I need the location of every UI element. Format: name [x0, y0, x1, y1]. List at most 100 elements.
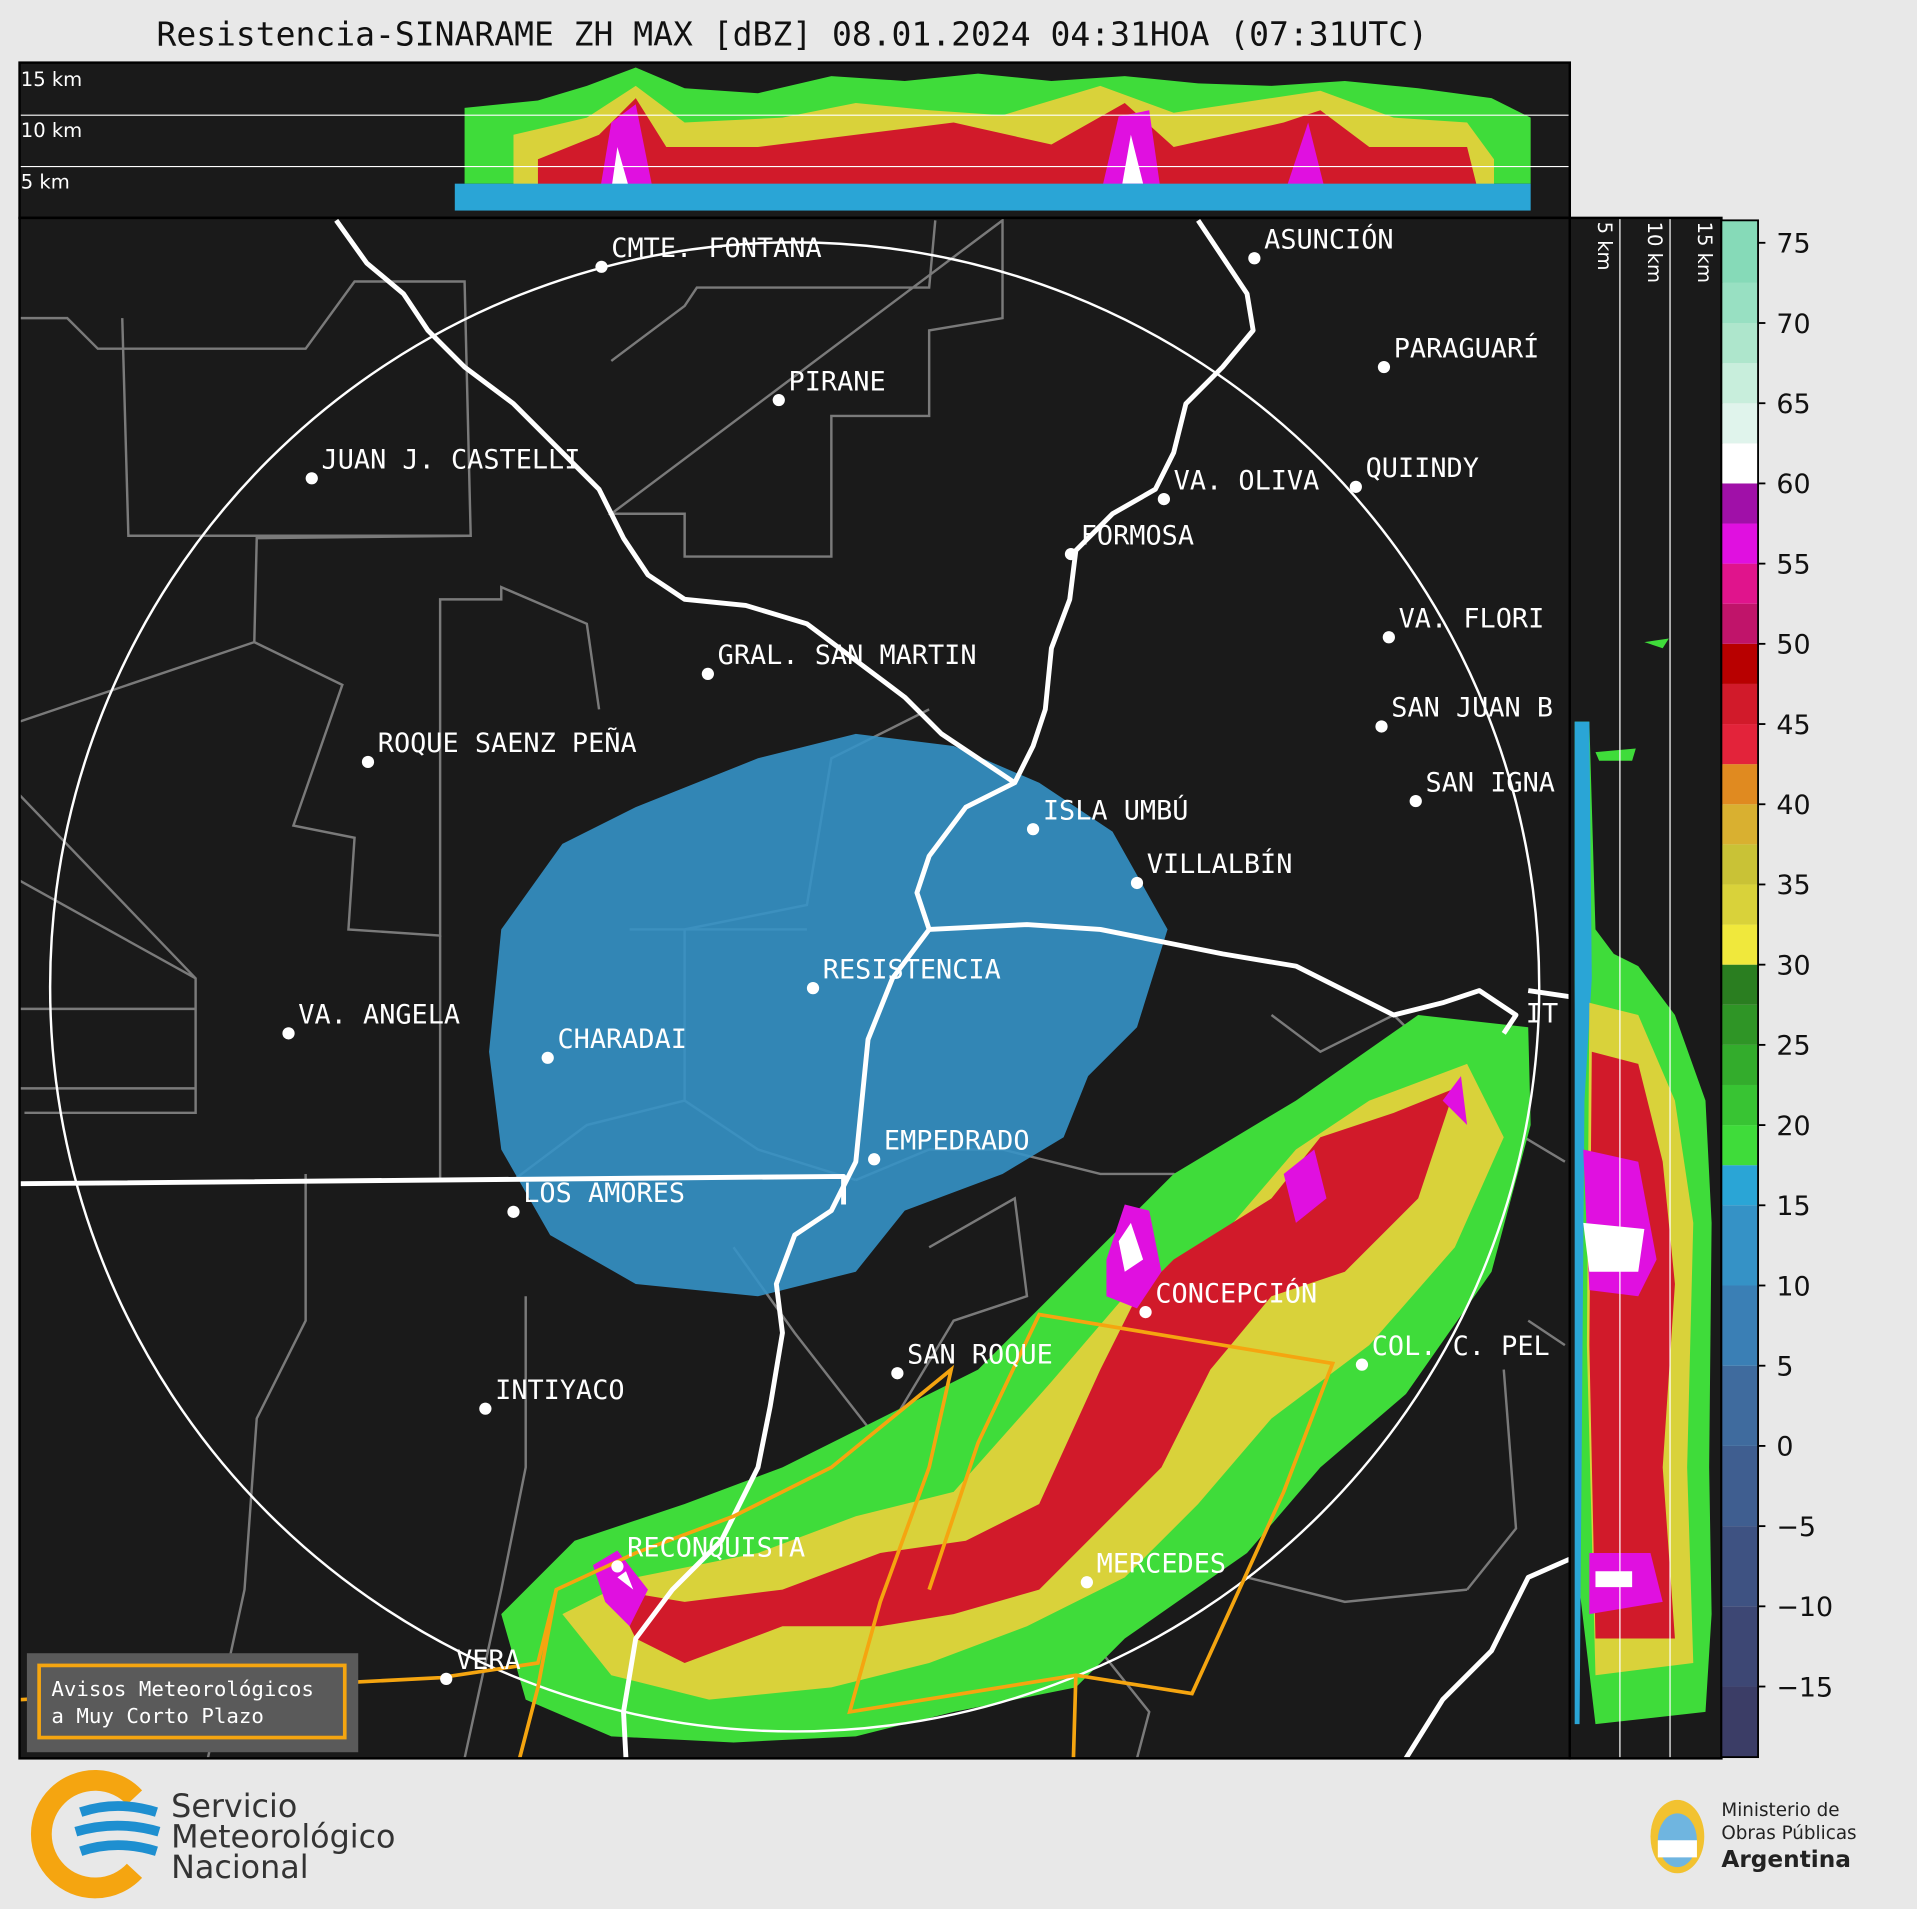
height-label: 5 km: [21, 171, 70, 194]
colorbar-band: [1721, 523, 1759, 564]
colorbar-tick-label: −5: [1776, 1512, 1816, 1543]
place-label: VERA: [456, 1645, 521, 1676]
place-label: VILLALBÍN: [1147, 848, 1293, 880]
place-dot: [361, 755, 375, 769]
colorbar-band: [1721, 403, 1759, 444]
places: CMTE. FONTANA PIRANE JUAN J. CASTELLI ASUNC…: [282, 223, 1558, 1685]
place-dot: [305, 472, 318, 485]
place-label: CMTE. FONTANA: [611, 233, 821, 264]
place-label: CONCEPCIÓN: [1155, 1277, 1317, 1309]
place-dot: [1377, 360, 1391, 374]
colorbar-tick-label: 15: [1776, 1191, 1810, 1222]
colorbar-band: [1721, 683, 1759, 725]
colorbar-band: [1721, 220, 1759, 283]
height-label: 5 km: [1593, 222, 1616, 271]
colorbar-band: [1721, 1445, 1759, 1527]
legend-swatch: [37, 1663, 347, 1740]
warning-legend: Avisos Meteorológicos a Muy Corto Plazo: [26, 1653, 359, 1753]
place-dot: [1248, 252, 1261, 265]
place-dot: [1409, 794, 1422, 808]
colorbar-tick-label: 65: [1776, 389, 1810, 420]
place-label: JUAN J. CASTELLI: [322, 445, 581, 476]
place-dot: [1375, 720, 1388, 733]
smn-text: Nacional: [171, 1850, 308, 1886]
colorbar-band: [1721, 804, 1759, 845]
colorbar-tick-label: 35: [1776, 870, 1810, 901]
legend-text: Avisos Meteorológicos: [51, 1677, 314, 1701]
colorbar-tick-label: 0: [1776, 1432, 1793, 1463]
colorbar-band: [1721, 1686, 1759, 1758]
colorbar-band: [1721, 282, 1759, 324]
side-profile: 5 km 10 km 15 km: [1569, 217, 1722, 1759]
colorbar-band: [1721, 924, 1759, 965]
height-label: 10 km: [1643, 222, 1666, 283]
echo: [454, 183, 1531, 211]
place-label: IT: [1526, 998, 1558, 1029]
colorbar-tick-label: 70: [1776, 309, 1810, 340]
place-dot: [479, 1402, 492, 1415]
place-dot: [1139, 1305, 1152, 1319]
colorbar-band: [1721, 764, 1759, 805]
ministry-text: Ministerio de: [1721, 1800, 1839, 1821]
place-label: MERCEDES: [1097, 1549, 1226, 1580]
place-label: SAN ROQUE: [907, 1339, 1053, 1370]
crest: [1657, 1813, 1697, 1868]
colorbar-band: [1721, 483, 1759, 524]
colorbar-tick-label: 40: [1776, 790, 1810, 821]
place-label: ASUNCIÓN: [1264, 223, 1393, 255]
place-dot: [1026, 823, 1040, 836]
colorbar-tick-label: 45: [1776, 710, 1810, 741]
colorbar-band: [1721, 643, 1759, 684]
colorbar-tick-label: 10: [1776, 1271, 1810, 1302]
place-label: RECONQUISTA: [627, 1533, 805, 1564]
place-label: EMPEDRADO: [884, 1126, 1030, 1157]
place-label: GRAL. SAN MARTIN: [718, 640, 977, 671]
colorbar-band: [1721, 1365, 1759, 1446]
colorbar-band: [1721, 724, 1759, 765]
place-dot: [507, 1205, 520, 1218]
echo: [599, 104, 1327, 196]
place-dot: [541, 1051, 554, 1064]
place-label: CHARADAI: [557, 1024, 686, 1055]
place-dot: [1349, 480, 1362, 493]
title: Resistencia-SINARAME ZH MAX [dBZ] 08.01.…: [156, 15, 1428, 54]
colorbar-band: [1721, 884, 1759, 925]
place-label: INTIYACO: [495, 1375, 624, 1406]
colorbar-tick-label: −10: [1776, 1592, 1833, 1623]
colorbar-band: [1721, 443, 1759, 484]
place-label: ROQUE SAENZ PEÑA: [378, 727, 637, 759]
map: CMTE. FONTANA PIRANE JUAN J. CASTELLI ASUNC…: [19, 217, 1570, 1759]
place-label: RESISTENCIA: [823, 954, 1001, 985]
colorbar-band: [1721, 1165, 1759, 1206]
colorbar-band: [1721, 1125, 1759, 1166]
place-dot: [595, 260, 608, 273]
place-dot: [772, 393, 785, 407]
colorbar-tick-label: 75: [1776, 229, 1810, 260]
colorbar-band: [1721, 844, 1759, 885]
colorbar-band: [1721, 1084, 1759, 1126]
colorbar-tick-label: 50: [1776, 630, 1810, 661]
place-dot: [440, 1672, 453, 1685]
warning-areas: [19, 1312, 1336, 1759]
smn-text: Meteorológico: [171, 1820, 395, 1856]
colorbar-tick-label: 20: [1776, 1111, 1810, 1142]
place-label: ISLA UMBÚ: [1043, 794, 1189, 826]
colorbar-band: [1721, 363, 1759, 404]
colorbar-tick-label: 30: [1776, 950, 1810, 981]
colorbar-tick-label: 55: [1776, 549, 1810, 580]
place-label: LOS AMORES: [523, 1178, 685, 1209]
place-dot: [806, 982, 820, 995]
place-dot: [611, 1560, 624, 1573]
place-dot: [1130, 876, 1144, 890]
colorbar-tick-label: 5: [1776, 1351, 1793, 1382]
place-label: VA. OLIVA: [1174, 465, 1320, 496]
crest: [1657, 1840, 1697, 1858]
height-label: 10 km: [21, 119, 82, 142]
place-label: PIRANE: [789, 366, 886, 397]
smn-logo: Servicio Meteorológico Nacional: [31, 1770, 396, 1899]
place-label: QUIINDY: [1366, 453, 1479, 484]
ministry-text: Obras Públicas: [1721, 1823, 1856, 1844]
logo-waves: [74, 1801, 161, 1856]
